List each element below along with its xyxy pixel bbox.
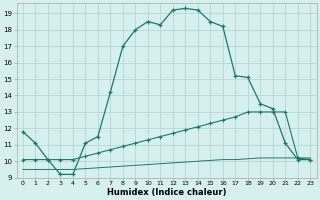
- X-axis label: Humidex (Indice chaleur): Humidex (Indice chaleur): [107, 188, 226, 197]
